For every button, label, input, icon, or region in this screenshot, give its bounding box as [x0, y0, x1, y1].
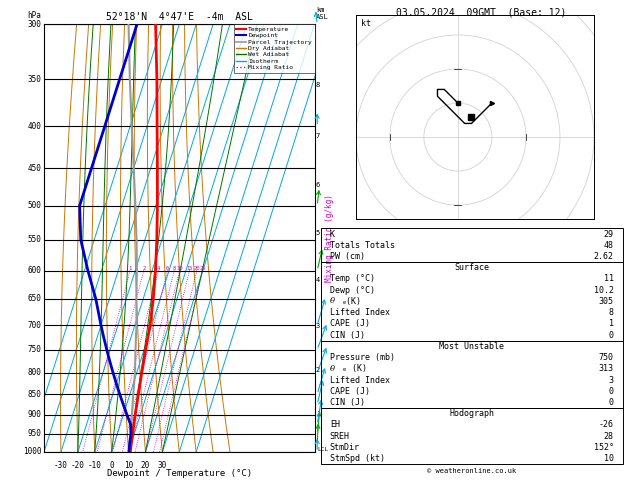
- Bar: [321, 408, 623, 464]
- Text: 10: 10: [604, 454, 614, 463]
- Text: 25: 25: [199, 265, 206, 271]
- Text: 350: 350: [28, 74, 42, 84]
- Text: -20: -20: [71, 461, 85, 469]
- Text: Mixing Ratio (g/kg): Mixing Ratio (g/kg): [325, 194, 335, 282]
- Text: 3: 3: [316, 323, 320, 329]
- Text: 313: 313: [599, 364, 614, 373]
- Text: StmDir: StmDir: [330, 443, 360, 452]
- Text: Lifted Index: Lifted Index: [330, 376, 390, 384]
- Text: 1: 1: [128, 265, 131, 271]
- Text: 750: 750: [28, 345, 42, 354]
- X-axis label: Dewpoint / Temperature (°C): Dewpoint / Temperature (°C): [107, 469, 252, 478]
- Text: 10: 10: [176, 265, 183, 271]
- Text: 8: 8: [316, 82, 320, 88]
- Text: Hodograph: Hodograph: [449, 409, 494, 418]
- Text: Surface: Surface: [454, 263, 489, 272]
- Text: -26: -26: [599, 420, 614, 430]
- Text: 0: 0: [609, 330, 614, 340]
- Text: 152°: 152°: [594, 443, 614, 452]
- Text: 0: 0: [109, 461, 114, 469]
- Text: 15: 15: [186, 265, 192, 271]
- Text: km
ASL: km ASL: [316, 7, 328, 20]
- Text: 4: 4: [157, 265, 160, 271]
- Text: 10: 10: [124, 461, 133, 469]
- Text: 3: 3: [609, 376, 614, 384]
- Text: 900: 900: [28, 410, 42, 419]
- Text: ₑ (K): ₑ (K): [342, 364, 367, 373]
- Bar: [321, 262, 623, 341]
- Text: 600: 600: [28, 266, 42, 275]
- Text: 800: 800: [28, 368, 42, 377]
- Text: Pressure (mb): Pressure (mb): [330, 353, 395, 362]
- Text: 03.05.2024  09GMT  (Base: 12): 03.05.2024 09GMT (Base: 12): [396, 7, 566, 17]
- Text: 48: 48: [604, 241, 614, 250]
- Text: 8: 8: [172, 265, 176, 271]
- Text: 300: 300: [28, 20, 42, 29]
- Text: 1: 1: [316, 411, 320, 417]
- Text: 0: 0: [609, 387, 614, 396]
- Text: 8: 8: [609, 308, 614, 317]
- Text: K: K: [330, 229, 335, 239]
- Text: 6: 6: [316, 182, 320, 188]
- Title: 52°18'N  4°47'E  -4m  ASL: 52°18'N 4°47'E -4m ASL: [106, 12, 253, 22]
- Text: -30: -30: [54, 461, 68, 469]
- Text: EH: EH: [330, 420, 340, 430]
- Text: LCL: LCL: [317, 447, 328, 452]
- Text: Totals Totals: Totals Totals: [330, 241, 395, 250]
- Text: 6: 6: [166, 265, 169, 271]
- Text: 11: 11: [604, 275, 614, 283]
- Text: 450: 450: [28, 164, 42, 173]
- Bar: [321, 228, 623, 262]
- Text: hPa: hPa: [28, 11, 42, 20]
- Text: Lifted Index: Lifted Index: [330, 308, 390, 317]
- Text: kt: kt: [360, 18, 370, 28]
- Text: 650: 650: [28, 295, 42, 303]
- Text: SREH: SREH: [330, 432, 350, 441]
- Text: 10.2: 10.2: [594, 286, 614, 295]
- Text: StmSpd (kt): StmSpd (kt): [330, 454, 385, 463]
- Text: -10: -10: [88, 461, 102, 469]
- Text: 750: 750: [599, 353, 614, 362]
- Text: 30: 30: [158, 461, 167, 469]
- Text: 0: 0: [609, 398, 614, 407]
- Text: CIN (J): CIN (J): [330, 398, 365, 407]
- Text: 850: 850: [28, 390, 42, 399]
- Text: ₑ(K): ₑ(K): [342, 297, 362, 306]
- Text: 1: 1: [609, 319, 614, 329]
- Text: 2: 2: [316, 367, 320, 373]
- Text: 550: 550: [28, 235, 42, 244]
- Text: 500: 500: [28, 201, 42, 210]
- Text: Most Unstable: Most Unstable: [439, 342, 504, 351]
- Text: © weatheronline.co.uk: © weatheronline.co.uk: [427, 468, 516, 474]
- Text: 2: 2: [142, 265, 145, 271]
- Text: CAPE (J): CAPE (J): [330, 319, 370, 329]
- Text: PW (cm): PW (cm): [330, 252, 365, 261]
- Text: 700: 700: [28, 321, 42, 330]
- Text: 20: 20: [194, 265, 200, 271]
- Text: 950: 950: [28, 429, 42, 438]
- Text: 5: 5: [316, 230, 320, 236]
- Text: Dewp (°C): Dewp (°C): [330, 286, 375, 295]
- Text: CIN (J): CIN (J): [330, 330, 365, 340]
- Text: 1000: 1000: [23, 448, 42, 456]
- Legend: Temperature, Dewpoint, Parcel Trajectory, Dry Adiabat, Wet Adiabat, Isotherm, Mi: Temperature, Dewpoint, Parcel Trajectory…: [234, 24, 314, 72]
- Bar: [321, 341, 623, 408]
- Text: 400: 400: [28, 122, 42, 131]
- Text: CAPE (J): CAPE (J): [330, 387, 370, 396]
- Text: θ: θ: [330, 297, 335, 305]
- Text: 28: 28: [604, 432, 614, 441]
- Text: 4: 4: [316, 277, 320, 283]
- Text: 7: 7: [316, 133, 320, 139]
- Text: θ: θ: [330, 365, 335, 373]
- Text: 2.62: 2.62: [594, 252, 614, 261]
- Text: Temp (°C): Temp (°C): [330, 275, 375, 283]
- Text: 29: 29: [604, 229, 614, 239]
- Text: 305: 305: [599, 297, 614, 306]
- Text: 20: 20: [141, 461, 150, 469]
